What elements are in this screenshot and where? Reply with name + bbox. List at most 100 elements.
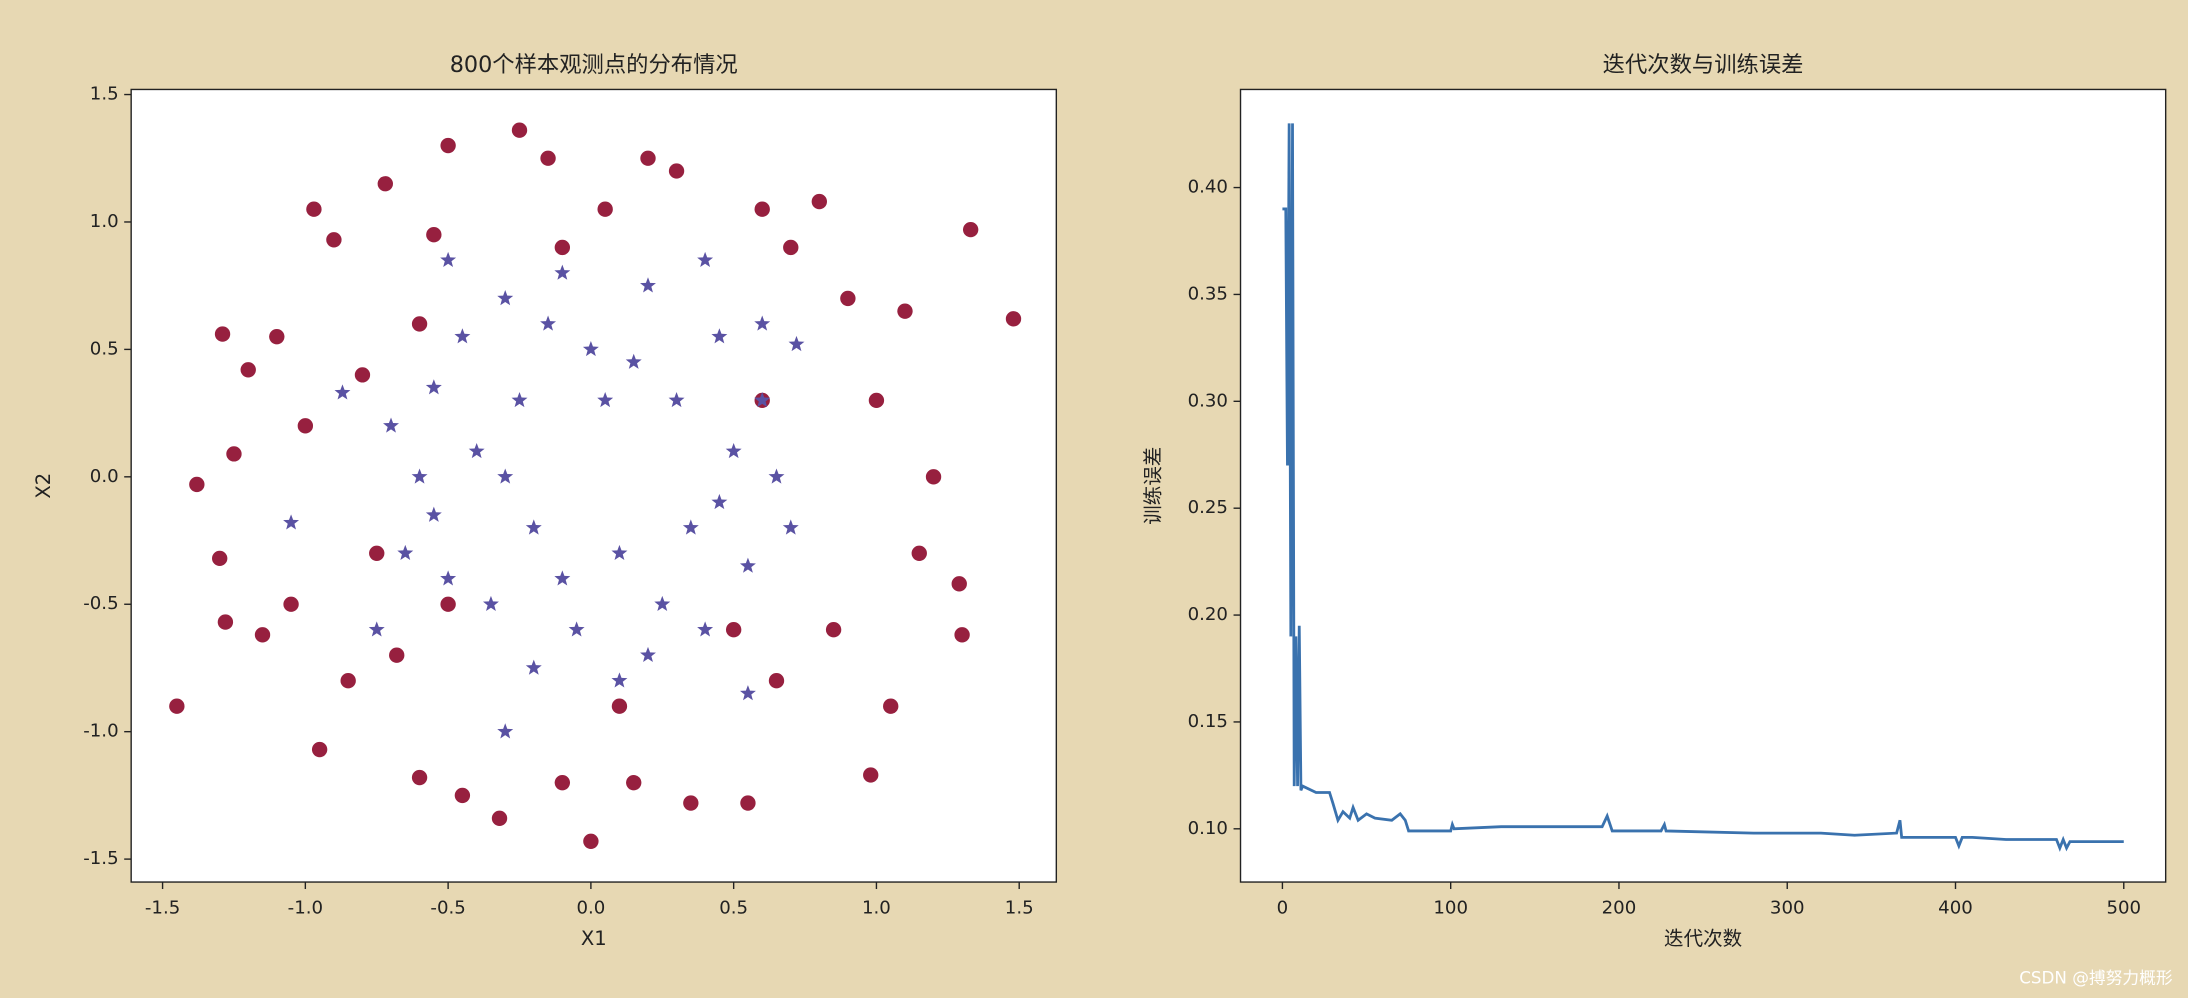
x-tick-label: 1.5: [1005, 898, 1034, 919]
star-point: [554, 570, 571, 586]
circle-point: [297, 418, 314, 434]
star-point: [754, 315, 771, 331]
y-tick-label: -1.5: [83, 848, 118, 869]
circle-point: [214, 326, 231, 342]
circle-point: [169, 698, 185, 714]
x-axis-label: 迭代次数: [1664, 927, 1742, 950]
circle-point: [683, 795, 699, 811]
circle-point: [212, 550, 228, 567]
circle-point: [540, 150, 556, 166]
y-tick-label: -1.0: [83, 721, 118, 742]
star-point: [497, 723, 514, 739]
y-tick-label: 0.10: [1188, 818, 1228, 839]
line-series: [1282, 123, 2124, 852]
circle-point: [962, 221, 979, 238]
circle-point: [354, 367, 371, 383]
x-axis-label: X1: [581, 927, 607, 950]
circle-point: [189, 476, 205, 493]
star-point: [383, 417, 399, 433]
star-point: [625, 353, 642, 369]
star-point: [440, 251, 457, 267]
x-tick-label: 1.0: [862, 898, 891, 919]
circle-point: [311, 741, 328, 758]
star-point: [440, 570, 457, 586]
star-point: [640, 277, 656, 293]
star-point: [739, 685, 756, 701]
star-point: [611, 672, 628, 688]
star-point: [368, 621, 385, 637]
y-tick-label: 0.30: [1188, 390, 1228, 411]
star-point: [425, 506, 442, 522]
x-tick-label: 500: [2106, 898, 2141, 919]
star-point: [334, 384, 351, 400]
circle-point: [825, 622, 842, 638]
star-point: [468, 442, 485, 459]
plot-area: [131, 89, 1057, 883]
y-tick-label: 1.5: [90, 84, 119, 105]
star-point: [283, 514, 300, 530]
circle-point: [369, 545, 385, 561]
circle-point: [254, 627, 271, 643]
star-point: [554, 264, 571, 280]
circle-point: [217, 614, 234, 630]
circle-point: [491, 810, 508, 827]
star-point: [711, 493, 728, 510]
circle-point: [640, 150, 656, 166]
star-point: [725, 442, 742, 459]
circle-point: [426, 227, 442, 243]
circle-point: [626, 774, 642, 791]
star-point: [568, 621, 585, 637]
star-point: [782, 519, 799, 535]
star-point: [497, 290, 514, 306]
y-tick-label: 0.40: [1188, 177, 1228, 198]
circle-point: [840, 290, 856, 307]
star-point: [397, 544, 414, 561]
x-tick-label: 100: [1433, 898, 1468, 919]
circle-point: [868, 392, 885, 409]
y-tick-label: 0.15: [1188, 711, 1228, 732]
plot-frame: [130, 88, 1058, 883]
y-tick-label: 0.0: [90, 466, 119, 487]
circle-point: [269, 328, 285, 345]
x-tick-label: 0: [1277, 898, 1289, 919]
plot-frame: [1239, 88, 2167, 883]
circle-point: [740, 795, 756, 811]
circle-point: [725, 622, 742, 638]
star-point: [411, 468, 428, 484]
circle-point: [951, 576, 967, 592]
circle-point: [883, 698, 899, 714]
y-axis-label: 训练误差: [1142, 447, 1165, 525]
circle-point: [440, 596, 456, 612]
y-tick-label: 0.20: [1188, 604, 1228, 625]
circle-point: [240, 362, 256, 378]
circle-point: [897, 303, 913, 319]
circle-point: [668, 163, 685, 179]
star-point: [711, 328, 728, 344]
circle-point: [583, 833, 599, 849]
circle-point: [954, 627, 970, 643]
x-tick-label: 300: [1770, 898, 1805, 919]
star-point: [525, 519, 542, 535]
y-axis-label: X2: [32, 473, 55, 499]
star-point: [511, 392, 528, 408]
subplot: 800个样本观测点的分布情况 X1 X2 -1.5 -1.0 -0.5 0.0 0.5 1.0 1…: [32, 52, 1058, 950]
star-point: [597, 392, 614, 408]
x-tick-label: 0.5: [719, 898, 748, 919]
circle-point: [326, 232, 342, 248]
star-point: [697, 251, 714, 267]
circle-point: [340, 673, 356, 689]
star-point: [640, 646, 656, 662]
y-tick-label: 0.35: [1188, 283, 1228, 304]
circle-point: [925, 469, 942, 485]
x-tick-label: -1.0: [288, 898, 323, 919]
y-tick-label: 0.5: [90, 338, 119, 359]
circle-point: [783, 239, 799, 256]
circle-point: [306, 201, 322, 217]
star-point: [454, 328, 471, 344]
star-point: [754, 392, 771, 408]
star-point: [668, 392, 685, 408]
star-point: [497, 468, 514, 484]
star-point: [788, 335, 805, 352]
x-tick-label: -0.5: [430, 898, 465, 919]
